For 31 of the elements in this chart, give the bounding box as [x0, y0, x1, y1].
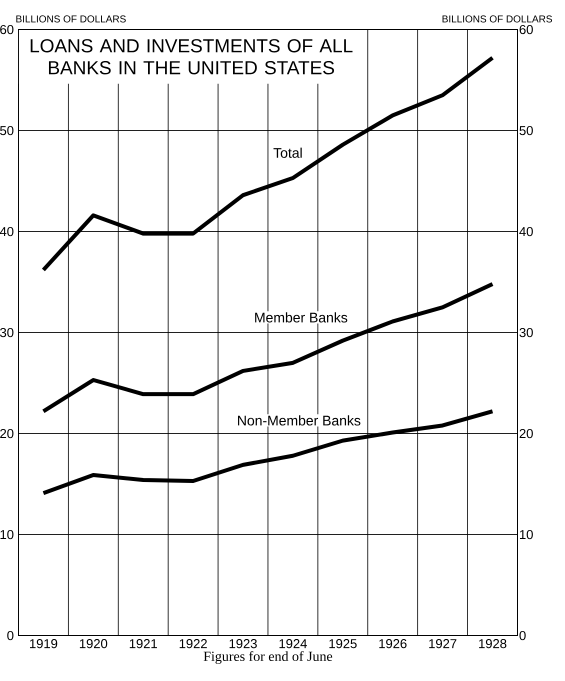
x-tick-label: 1924: [279, 639, 307, 648]
series-label: Total: [274, 148, 302, 158]
y2-tick-label: 0: [519, 630, 526, 640]
x-axis-title: Figures for end of June: [204, 651, 332, 664]
series-label: Non-Member Banks: [238, 415, 360, 426]
y-tick-label: 30: [0, 328, 14, 338]
x-tick-label: 1928: [479, 639, 506, 648]
y2-tick-label: 60: [520, 24, 533, 34]
y2-tick-label: 40: [519, 226, 533, 236]
x-tick-label: 1923: [230, 639, 257, 648]
y2-tick-label: 30: [519, 328, 533, 338]
y-tick-label: 40: [0, 226, 14, 236]
y-tick-label: 20: [0, 428, 14, 438]
y2-tick-label: 50: [520, 126, 533, 136]
y-axis-title: BILLIONS OF DOLLARS: [16, 15, 126, 22]
x-tick-label: 1927: [429, 639, 456, 648]
text: LOANS AND INVESTMENTS OF ALL BANKS IN THE UNITED STATES: [30, 39, 352, 74]
y-tick-label: 50: [0, 126, 14, 136]
y-tick-label: 10: [0, 530, 14, 540]
x-tick-label: 1919: [30, 639, 58, 648]
x-tick-label: 1921: [130, 639, 157, 648]
x-tick-label: 1920: [80, 639, 108, 648]
y-tick-label: 0: [7, 630, 14, 640]
x-tick-label: 1922: [180, 639, 207, 648]
y2-axis-title: BILLIONS OF DOLLARS: [442, 15, 552, 22]
y-tick-label: 60: [0, 24, 14, 34]
y2-tick-label: 20: [520, 428, 533, 438]
x-tick-label: 1926: [379, 639, 407, 648]
y2-tick-label: 10: [520, 530, 533, 540]
series-label: Member Banks: [255, 312, 348, 323]
x-tick-label: 1925: [329, 639, 357, 648]
